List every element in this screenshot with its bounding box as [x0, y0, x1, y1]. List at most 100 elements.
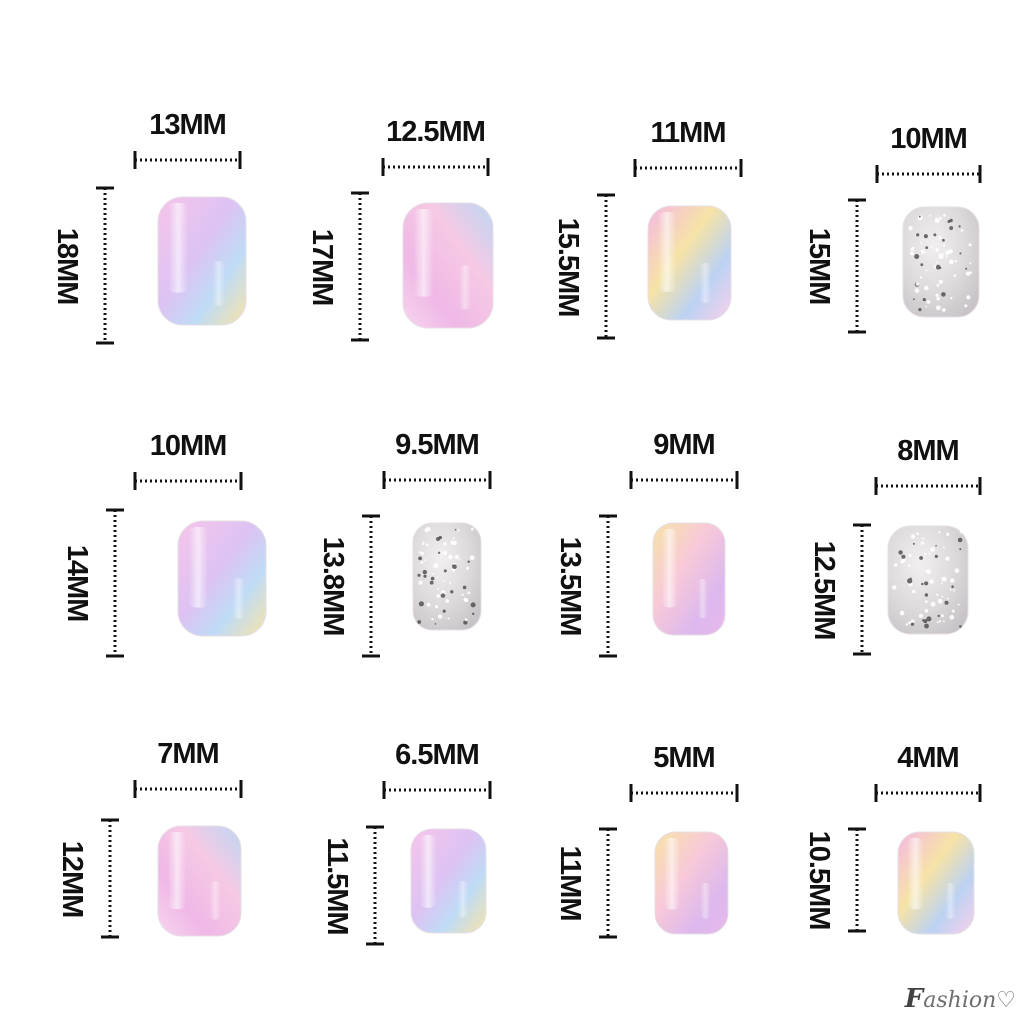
glitter-fleck — [454, 528, 457, 531]
glitter-fleck — [959, 548, 962, 551]
glitter-fleck — [924, 581, 929, 586]
glitter-fleck — [938, 531, 941, 534]
nail-width-label: 9.5MM — [395, 429, 480, 461]
glitter-fleck — [959, 625, 962, 628]
glitter-fleck — [926, 300, 931, 304]
glitter-fleck — [424, 528, 429, 533]
glitter-fleck — [422, 569, 427, 575]
glitter-fleck — [908, 621, 911, 625]
glitter-fleck — [442, 550, 448, 556]
glitter-fleck — [898, 550, 903, 555]
glitter-fleck — [957, 537, 963, 543]
glitter-fleck — [440, 555, 443, 557]
glitter-fleck — [442, 609, 446, 613]
glitter-fleck — [938, 279, 943, 285]
glitter-fleck — [926, 616, 932, 622]
glitter-fleck — [450, 590, 454, 594]
glitter-fleck — [924, 552, 927, 556]
glitter-fleck — [960, 229, 964, 232]
glitter-fleck — [454, 554, 459, 560]
glitter-fleck — [936, 593, 939, 597]
glitter-fleck — [929, 579, 934, 584]
nail-length-label: 10.5MM — [803, 830, 835, 930]
nail-shine-highlight — [457, 881, 468, 918]
glitter-fleck — [451, 568, 456, 572]
nail-size-item — [96, 151, 247, 345]
nail-shine-highlight — [663, 838, 680, 910]
glitter-fleck — [944, 600, 949, 605]
glitter-fleck — [458, 558, 461, 561]
nail-shine-highlight — [168, 203, 188, 293]
glitter-fleck — [443, 542, 447, 546]
glitter-fleck — [949, 226, 954, 231]
glitter-fleck — [943, 620, 945, 623]
glitter-fleck — [934, 217, 940, 223]
nail-shine-highlight — [420, 835, 437, 908]
nail-length-label: 12MM — [56, 840, 88, 917]
glitter-fleck — [452, 537, 455, 540]
glitter-fleck — [467, 560, 470, 563]
nail-shine-highlight — [700, 883, 711, 919]
nail-size-item — [599, 471, 739, 658]
glitter-fleck — [426, 543, 429, 547]
glitter-fleck — [924, 593, 929, 597]
glitter-fleck — [925, 269, 928, 272]
glitter-fleck — [935, 293, 939, 297]
glitter-fleck — [466, 566, 470, 570]
nail-shine-highlight — [697, 579, 708, 619]
glitter-fleck — [930, 547, 935, 552]
glitter-fleck — [942, 546, 945, 549]
nail-length-label: 13.5MM — [554, 536, 586, 636]
glitter-fleck — [966, 295, 971, 300]
nail-length-label: 15MM — [803, 227, 835, 305]
nail-shine-highlight — [945, 883, 956, 919]
glitter-fleck — [908, 226, 913, 231]
glitter-fleck — [954, 568, 960, 573]
glitter-fleck — [952, 589, 956, 592]
glitter-fleck — [945, 556, 950, 561]
glitter-fleck — [913, 298, 915, 301]
glitter-fleck — [951, 609, 955, 613]
glitter-fleck — [920, 541, 925, 545]
glitter-fleck — [420, 561, 424, 564]
glitter-fleck — [420, 551, 424, 556]
glitter-fleck — [918, 215, 921, 218]
glitter-fleck — [950, 578, 955, 583]
glitter-fleck — [910, 619, 915, 624]
glitter-fleck — [918, 308, 922, 312]
silver-glitter-nail — [887, 525, 969, 635]
nail-length-label: 15.5MM — [552, 217, 584, 316]
glitter-fleck — [448, 554, 453, 560]
glitter-fleck — [449, 581, 452, 584]
nail-width-label: 4MM — [897, 742, 959, 774]
glitter-fleck — [924, 623, 929, 629]
glitter-fleck — [941, 614, 944, 618]
glitter-fleck — [929, 214, 932, 217]
glitter-fleck — [438, 551, 441, 554]
glitter-fleck — [925, 569, 929, 574]
glitter-fleck — [949, 588, 952, 591]
glitter-fleck — [969, 262, 972, 265]
glitter-fleck — [938, 620, 942, 623]
silver-glitter-nail — [412, 522, 482, 631]
glitter-fleck — [935, 544, 937, 547]
nail-shine-highlight — [657, 212, 677, 292]
nail-size-item — [848, 165, 982, 334]
glitter-fleck — [910, 251, 914, 256]
nail-width-label: 8MM — [897, 435, 959, 467]
glitter-fleck — [922, 298, 926, 302]
glitter-fleck — [918, 613, 924, 619]
glitter-fleck — [452, 564, 457, 569]
glitter-fleck — [936, 296, 941, 301]
glitter-fleck — [940, 582, 943, 585]
glitter-fleck — [937, 614, 940, 618]
glitter-fleck — [431, 617, 434, 621]
glitter-fleck — [434, 605, 439, 609]
nail-size-item — [101, 780, 243, 939]
glitter-fleck — [943, 214, 946, 217]
nail-size-item — [597, 159, 743, 340]
nail-size-item — [351, 158, 494, 342]
nail-shine-highlight — [661, 529, 678, 608]
glitter-fleck — [417, 573, 421, 577]
